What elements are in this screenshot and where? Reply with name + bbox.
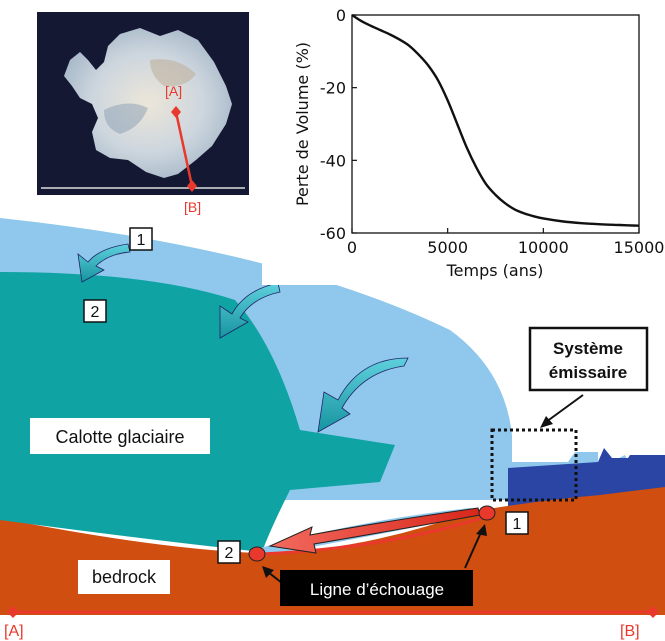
section-axis-start	[7, 606, 19, 618]
antarctica-shading-2	[150, 59, 196, 87]
y-tick-label: -60	[320, 224, 346, 243]
calotte-label-box: Calotte glaciaire	[30, 418, 210, 454]
bedrock-label-box: bedrock	[78, 560, 170, 594]
section-axis-end	[647, 606, 659, 618]
x-tick-label: 10000	[518, 238, 569, 257]
map-label-a: [A]	[165, 83, 182, 99]
axis-label-a: [A]	[4, 623, 24, 640]
antarctica-shading	[104, 103, 148, 134]
marker-2-bottom: 2	[217, 540, 241, 564]
antarctica-shape	[64, 28, 232, 178]
svg-text:2: 2	[91, 304, 100, 321]
y-axis-label: Perte de Volume (%)	[293, 42, 312, 206]
svg-text:émissaire: émissaire	[549, 363, 627, 382]
x-tick-label: 15000	[614, 238, 665, 257]
marker-2-top: 2	[83, 299, 107, 323]
teal-arrow-3	[317, 357, 409, 433]
systeme-label-box: Système émissaire	[528, 326, 649, 392]
x-tick-label: 5000	[427, 238, 468, 257]
ligne-pointer-left-head	[262, 566, 274, 578]
ligne-pointer-left	[267, 571, 283, 584]
svg-text:bedrock: bedrock	[92, 567, 157, 587]
axis-label-b: [B]	[620, 623, 640, 640]
plot-area	[351, 14, 640, 234]
teal-arrow-2	[219, 282, 281, 339]
outlet-system-box	[490, 428, 578, 502]
svg-text:Système: Système	[553, 339, 623, 358]
ligne-pointer-right	[464, 529, 483, 569]
teal-arrow-1	[77, 243, 131, 283]
grounding-point-2	[248, 546, 266, 562]
grounding-point-1	[478, 505, 496, 521]
marker-1-top: 1	[129, 227, 153, 251]
profile-line	[174, 111, 194, 187]
ligne-pointer-right-head	[476, 524, 487, 536]
svg-text:1: 1	[513, 516, 522, 533]
y-tick-label: -20	[320, 79, 346, 98]
ligne-label-box: Ligne d’échouage	[280, 570, 473, 606]
map-label-b: [B]	[184, 199, 201, 215]
antarctica-map: [A] [B]	[37, 12, 249, 215]
profile-point-b	[187, 180, 197, 192]
marker-1-bottom: 1	[505, 511, 529, 535]
outlet-pointer-head	[540, 416, 553, 428]
x-axis-ticks: 0 5000 10000 15000	[347, 228, 665, 257]
red-flow-arrow	[268, 507, 481, 554]
svg-text:Calotte glaciaire: Calotte glaciaire	[55, 427, 184, 447]
calotte-core	[0, 272, 395, 552]
y-tick-label: -40	[320, 151, 346, 170]
y-axis-ticks: 0 -20 -40 -60	[320, 6, 357, 243]
profile-point-a	[171, 106, 181, 118]
svg-text:2: 2	[225, 545, 234, 562]
cross-section: 1 2 1 2 Calotte glaciaire bedrock Systèm…	[0, 218, 665, 640]
x-tick-label: 0	[347, 238, 357, 257]
svg-text:Ligne d’échouage: Ligne d’échouage	[310, 580, 444, 599]
y-tick-label: 0	[336, 6, 346, 25]
series-line	[351, 13, 640, 227]
outlet-pointer	[545, 394, 584, 423]
svg-text:1: 1	[137, 232, 146, 249]
x-axis-label: Temps (ans)	[446, 261, 544, 280]
volume-loss-chart: 0 5000 10000 15000 0 -20 -40 -60 Temps (ans) P…	[262, 0, 665, 285]
